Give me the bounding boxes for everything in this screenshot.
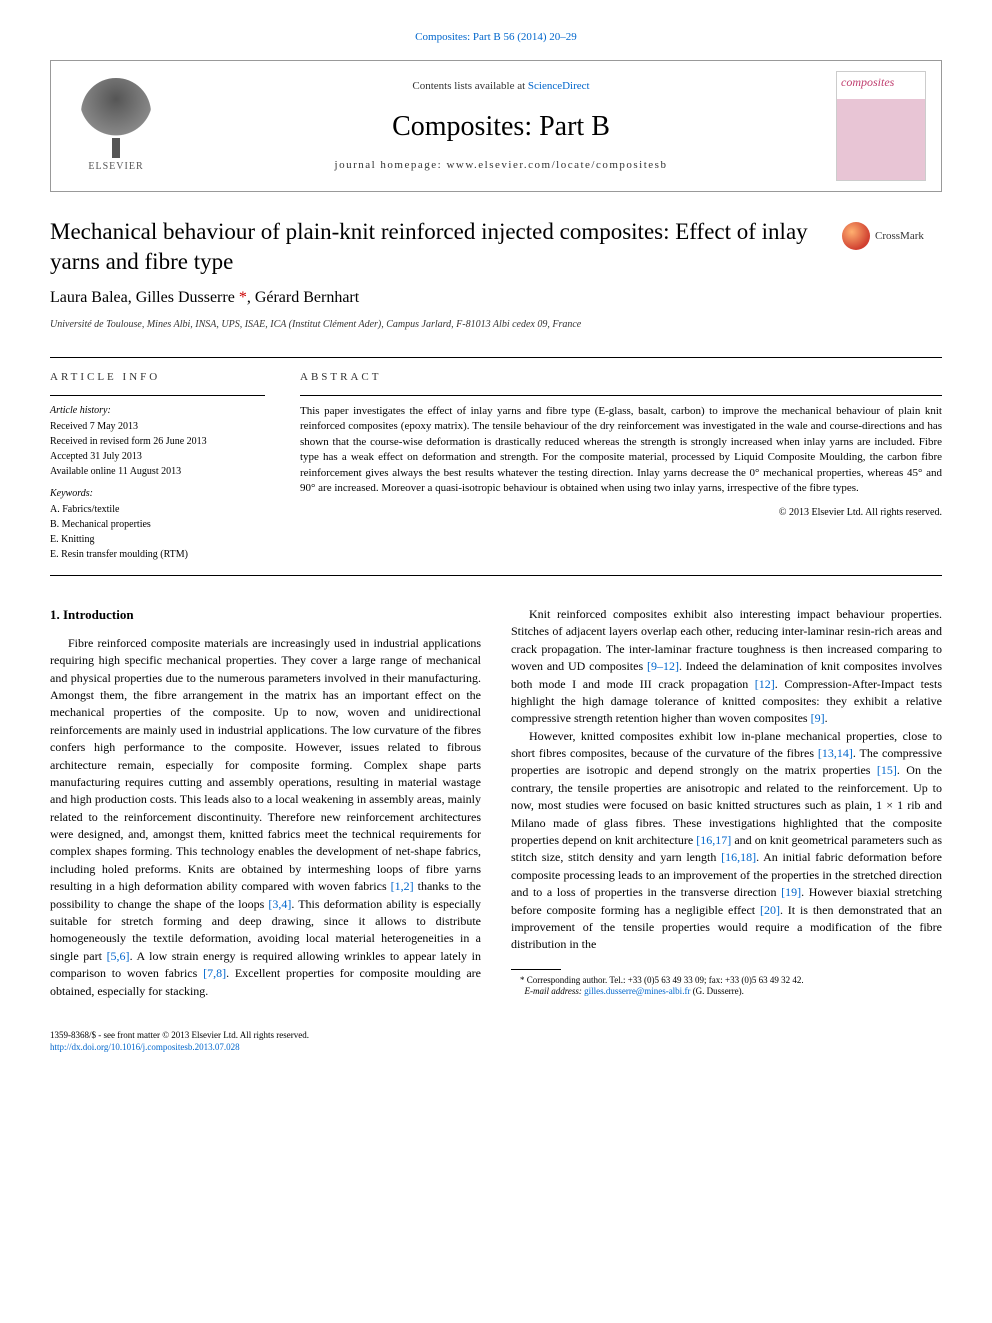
cover-title: composites [841,74,894,91]
doi-link[interactable]: http://dx.doi.org/10.1016/j.compositesb.… [50,1042,240,1052]
history-line: Available online 11 August 2013 [50,465,265,479]
authors: Laura Balea, Gilles Dusserre *, Gérard B… [50,287,942,309]
article-info-panel: ARTICLE INFO Article history: Received 7… [50,358,280,575]
email-label: E-mail address: [525,986,585,996]
publisher-logo: ELSEVIER [66,78,166,174]
ref-link[interactable]: [9] [811,711,825,725]
affiliation: Université de Toulouse, Mines Albi, INSA… [50,318,942,332]
email-footnote: E-mail address: gilles.dusserre@mines-al… [511,986,942,998]
homepage-url[interactable]: www.elsevier.com/locate/compositesb [446,159,667,171]
intro-paragraph-2: Knit reinforced composites exhibit also … [511,606,942,728]
page-footer: 1359-8368/$ - see front matter © 2013 El… [50,1030,942,1053]
ref-link[interactable]: [12] [755,677,775,691]
article-title: Mechanical behaviour of plain-knit reinf… [50,217,822,277]
journal-cover-thumbnail: composites [836,71,926,181]
ref-link[interactable]: [13,14] [818,746,853,760]
homepage-prefix: journal homepage: [335,159,447,171]
abstract-panel: ABSTRACT This paper investigates the eff… [280,358,942,575]
article-body: 1. Introduction Fibre reinforced composi… [50,606,942,1000]
ref-link[interactable]: [9–12] [647,659,679,673]
keyword-line: B. Mechanical properties [50,518,265,532]
keyword-line: E. Knitting [50,533,265,547]
article-meta-row: ARTICLE INFO Article history: Received 7… [50,357,942,576]
ref-link[interactable]: [1,2] [391,879,414,893]
ref-link[interactable]: [15] [877,763,897,777]
journal-name: Composites: Part B [166,107,836,146]
footnote-separator [511,969,561,970]
journal-header: ELSEVIER Contents lists available at Sci… [50,60,942,192]
ref-link[interactable]: [16,18] [721,850,756,864]
intro-paragraph-3: However, knitted composites exhibit low … [511,728,942,954]
contents-line: Contents lists available at ScienceDirec… [166,79,836,94]
ref-link[interactable]: [3,4] [268,897,291,911]
corresponding-author-footnote: * Corresponding author. Tel.: +33 (0)5 6… [511,975,942,987]
article-info-label: ARTICLE INFO [50,370,265,385]
homepage-line: journal homepage: www.elsevier.com/locat… [166,158,836,173]
abstract-copyright: © 2013 Elsevier Ltd. All rights reserved… [300,506,942,520]
abstract-label: ABSTRACT [300,370,942,385]
ref-link[interactable]: [20] [760,903,780,917]
email-suffix: (G. Dusserre). [690,986,743,996]
keyword-line: E. Resin transfer moulding (RTM) [50,548,265,562]
ref-link[interactable]: [5,6] [107,949,130,963]
intro-paragraph-1: Fibre reinforced composite materials are… [50,635,481,1000]
publisher-name: ELSEVIER [66,160,166,174]
history-title: Article history: [50,404,265,418]
ref-link[interactable]: [16,17] [696,833,731,847]
email-link[interactable]: gilles.dusserre@mines-albi.fr [584,986,690,996]
abstract-text: This paper investigates the effect of in… [300,396,942,496]
title-row: Mechanical behaviour of plain-knit reinf… [50,217,942,277]
history-line: Accepted 31 July 2013 [50,450,265,464]
header-center: Contents lists available at ScienceDirec… [166,79,836,173]
issn-line: 1359-8368/$ - see front matter © 2013 El… [50,1030,942,1042]
contents-prefix: Contents lists available at [412,80,527,92]
history-line: Received in revised form 26 June 2013 [50,435,265,449]
crossmark-label: CrossMark [875,229,924,244]
crossmark-badge[interactable]: CrossMark [842,222,942,250]
elsevier-tree-icon [81,78,151,148]
keywords-title: Keywords: [50,487,265,501]
ref-link[interactable]: [19] [781,885,801,899]
history-line: Received 7 May 2013 [50,420,265,434]
keyword-line: A. Fabrics/textile [50,503,265,517]
ref-link[interactable]: [7,8] [203,966,226,980]
sciencedirect-link[interactable]: ScienceDirect [528,80,590,92]
section-heading-1: 1. Introduction [50,606,481,625]
crossmark-icon [842,222,870,250]
journal-citation-link[interactable]: Composites: Part B 56 (2014) 20–29 [50,30,942,45]
